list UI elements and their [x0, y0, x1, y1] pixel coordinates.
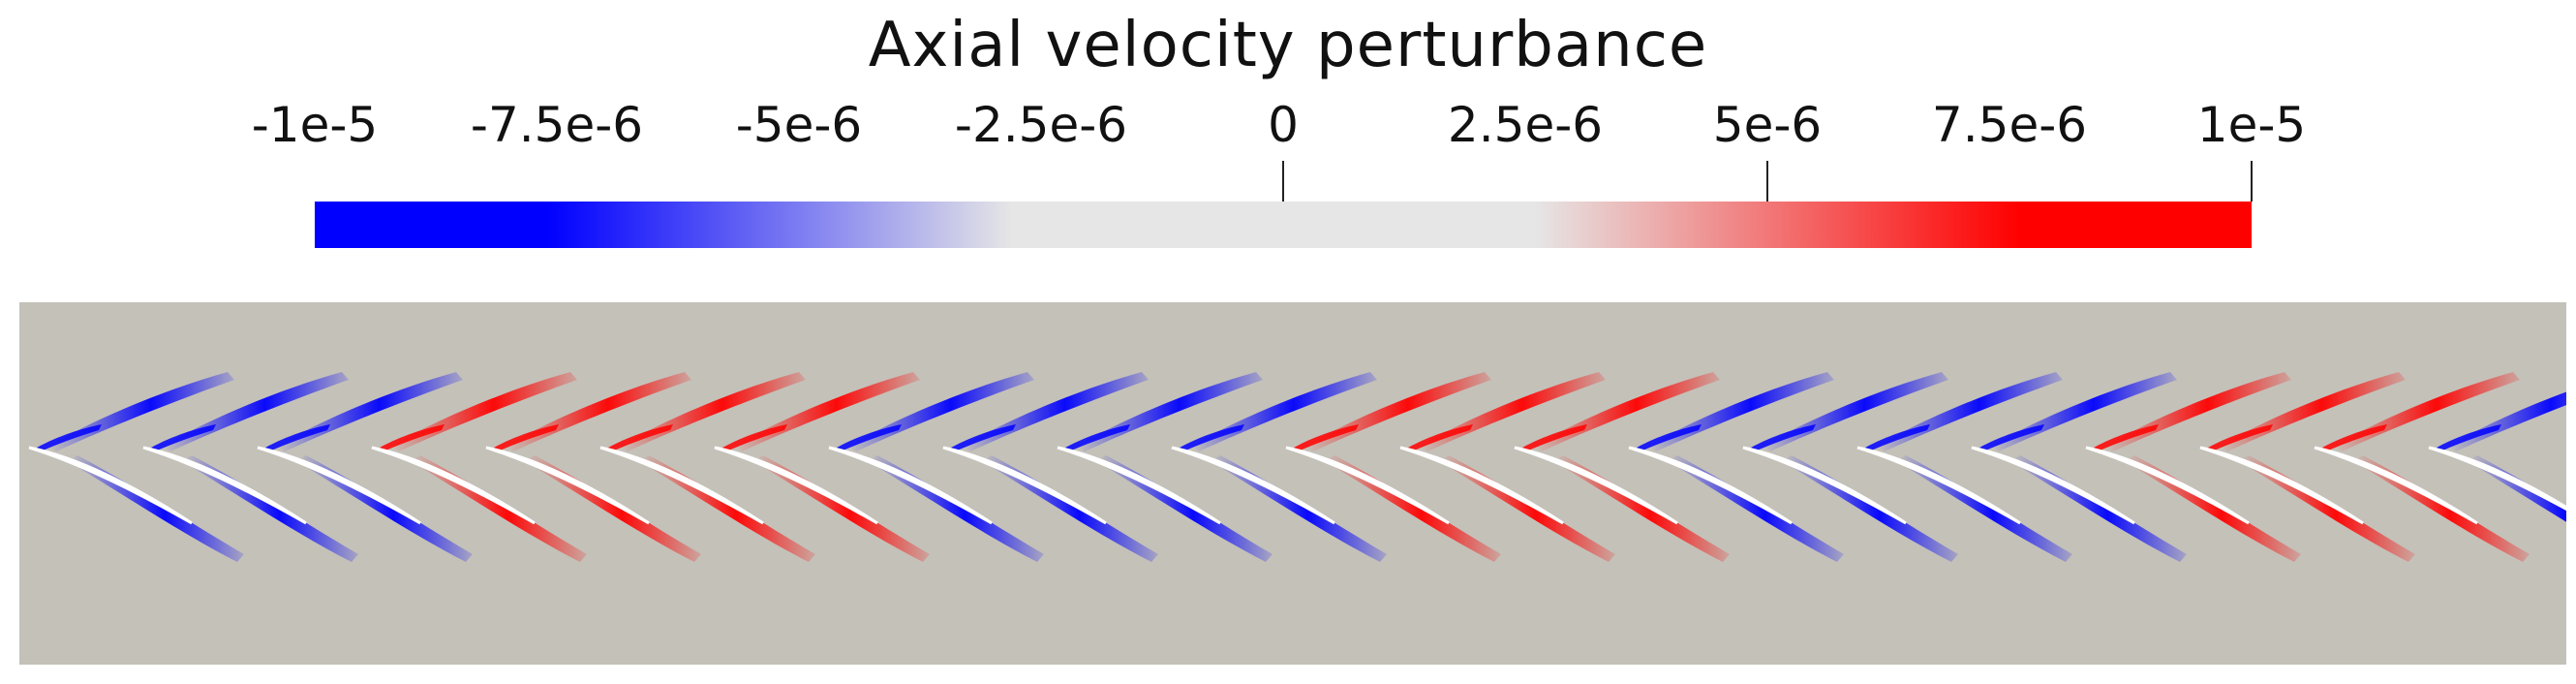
- upstream-wake-streak: [1877, 372, 2063, 451]
- blade: [28, 446, 193, 525]
- upstream-wake-streak: [2334, 372, 2520, 451]
- leading-edge-wake: [2094, 424, 2159, 451]
- colorbar: [315, 202, 2252, 248]
- upstream-wake-streak: [620, 372, 806, 451]
- colorbar-tick-label: 7.5e-6: [1931, 97, 2088, 153]
- leading-edge-wake: [1979, 424, 2044, 451]
- colorbar-tick-label: 2.5e-6: [1447, 97, 1604, 153]
- upstream-wake-streak: [48, 372, 234, 451]
- upstream-wake-streak: [2105, 372, 2291, 451]
- leading-edge-wake: [1180, 424, 1244, 451]
- upstream-wake-streak: [963, 372, 1149, 451]
- colorbar-tick-label: -5e-6: [735, 97, 863, 153]
- upstream-wake-streak: [1305, 372, 1491, 451]
- leading-edge-wake: [1408, 424, 1473, 451]
- leading-edge-wake: [1294, 424, 1359, 451]
- blade: [2199, 446, 2364, 525]
- blade: [142, 446, 307, 525]
- leading-edge-wake: [2322, 424, 2387, 451]
- blade: [2428, 446, 2566, 512]
- blade: [1057, 446, 1221, 525]
- blade: [1628, 446, 1793, 525]
- upstream-wake-streak: [734, 372, 920, 451]
- upstream-wake-streak: [2220, 372, 2406, 451]
- leading-edge-wake: [1751, 424, 1816, 451]
- upstream-wake-streak: [1077, 372, 1263, 451]
- blade: [1171, 446, 1335, 525]
- upstream-wake-streak: [391, 372, 577, 451]
- leading-edge-wake: [837, 424, 902, 451]
- leading-edge-wake: [380, 424, 445, 451]
- blade: [828, 446, 993, 525]
- blade: [599, 446, 764, 525]
- colorbar-tick-label: 0: [1268, 97, 1299, 153]
- flow-field-plot: [19, 302, 2566, 665]
- colorbar-tick-label: -7.5e-6: [470, 97, 644, 153]
- field-background: [19, 302, 2566, 665]
- leading-edge-wake: [1865, 424, 1930, 451]
- blade: [942, 446, 1107, 525]
- blade: [2314, 446, 2478, 525]
- leading-edge-wake: [265, 424, 330, 451]
- colorbar-tick-label: 5e-6: [1712, 97, 1823, 153]
- upstream-wake-streak: [848, 372, 1034, 451]
- leading-edge-wake: [151, 424, 216, 451]
- blade: [1742, 446, 1907, 525]
- blade: [257, 446, 421, 525]
- blade: [485, 446, 650, 525]
- upstream-wake-streak: [1534, 372, 1720, 451]
- colorbar-title: Axial velocity perturbance: [868, 10, 1708, 81]
- blade: [1971, 446, 2135, 525]
- leading-edge-wake: [1065, 424, 1130, 451]
- upstream-wake-streak: [1191, 372, 1377, 451]
- upstream-wake-streak: [1991, 372, 2177, 451]
- leading-edge-wake: [37, 424, 102, 451]
- colorbar-gradient: [315, 202, 2252, 248]
- colorbar-tick-label: -2.5e-6: [954, 97, 1128, 153]
- blade: [1285, 446, 1450, 525]
- upstream-wake-streak: [506, 372, 691, 451]
- upstream-wake-streak: [277, 372, 463, 451]
- upstream-wake-streak: [1648, 372, 1834, 451]
- blade: [1399, 446, 1564, 525]
- upstream-wake-streak: [163, 372, 349, 451]
- blade: [2085, 446, 2250, 525]
- leading-edge-wake: [1637, 424, 1702, 451]
- leading-edge-wake: [2437, 424, 2501, 451]
- leading-edge-wake: [722, 424, 787, 451]
- upstream-wake-streak: [1763, 372, 1948, 451]
- blade: [714, 446, 878, 525]
- upstream-wake-streak: [1420, 372, 1606, 451]
- leading-edge-wake: [608, 424, 673, 451]
- leading-edge-wake: [494, 424, 559, 451]
- colorbar-tick-label: 1e-5: [2196, 97, 2307, 153]
- leading-edge-wake: [951, 424, 1016, 451]
- blade: [371, 446, 536, 525]
- leading-edge-wake: [2208, 424, 2273, 451]
- leading-edge-wake: [1522, 424, 1587, 451]
- blade: [1856, 446, 2021, 525]
- blade: [1514, 446, 1678, 525]
- colorbar-tick-label: -1e-5: [251, 97, 379, 153]
